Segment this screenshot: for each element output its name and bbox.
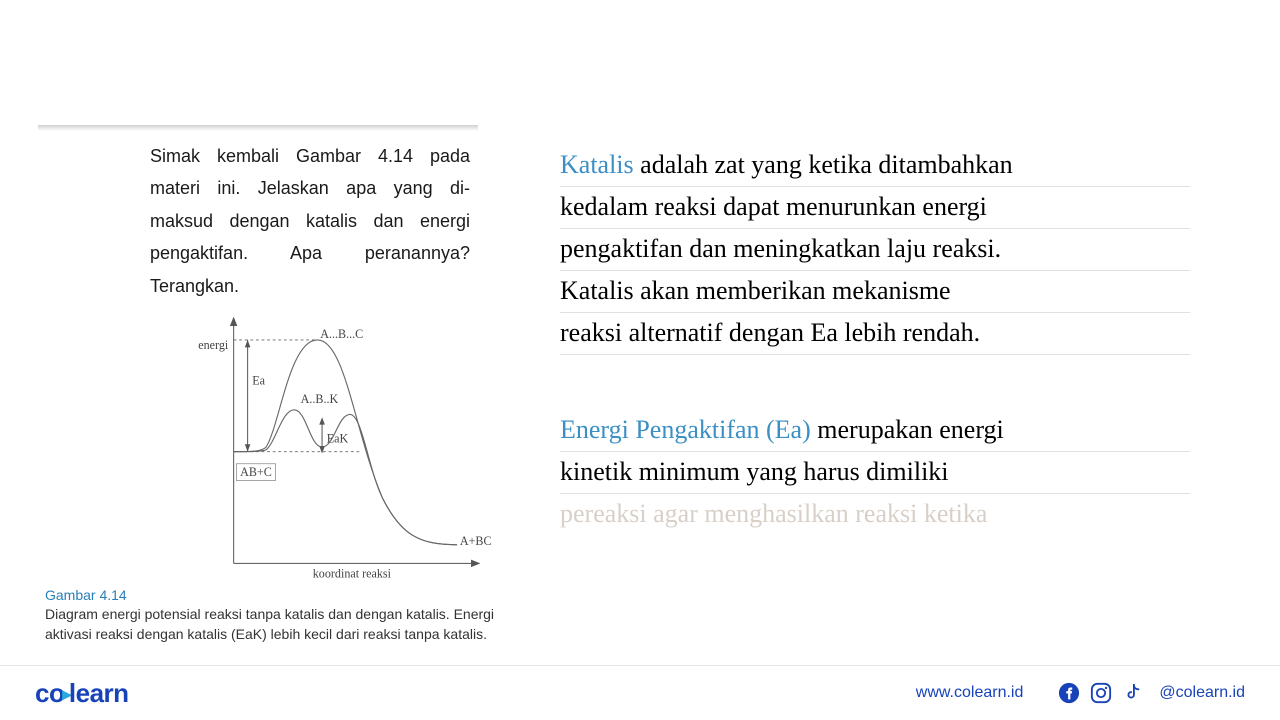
tiktok-icon[interactable] [1122, 682, 1144, 704]
svg-text:Ea: Ea [252, 374, 265, 388]
svg-text:AB+C: AB+C [240, 465, 272, 479]
answer-column: Katalis adalah zat yang ketika ditambahk… [500, 140, 1220, 650]
svg-text:koordinat reaksi: koordinat reaksi [313, 566, 392, 580]
highlight-term: Energi Pengaktifan (Ea) [560, 415, 811, 444]
content-area: Simak kembali Gambar 4.14 pada materi in… [0, 140, 1280, 650]
answer-line: Katalis akan memberikan mekanisme [560, 271, 1190, 313]
footer: co▸learn www.colearn.id @colearn.id [0, 665, 1280, 720]
spacer [560, 355, 1190, 410]
website-link[interactable]: www.colearn.id [916, 684, 1024, 702]
figure-caption: Gambar 4.14 Diagram energi potensial rea… [45, 587, 515, 644]
highlight-term: Katalis [560, 150, 634, 179]
answer-line: Energi Pengaktifan (Ea) merupakan energi [560, 410, 1190, 452]
svg-text:energi: energi [198, 338, 229, 352]
problem-text: Simak kembali Gambar 4.14 pada materi in… [150, 140, 470, 302]
caption-text: Diagram energi potensial reaksi tanpa ka… [45, 605, 515, 644]
answer-line-faded: pereaksi agar menghasilkan reaksi ketika [560, 494, 1190, 535]
left-column: Simak kembali Gambar 4.14 pada materi in… [0, 140, 500, 650]
social-icons: @colearn.id [1058, 682, 1245, 704]
caption-title: Gambar 4.14 [45, 587, 515, 603]
answer-line: Katalis adalah zat yang ketika ditambahk… [560, 145, 1190, 187]
answer-line: pengaktifan dan meningkatkan laju reaksi… [560, 229, 1190, 271]
scan-shadow [38, 125, 478, 131]
svg-text:A+BC: A+BC [460, 534, 492, 548]
answer-line: kedalam reaksi dapat menurunkan energi [560, 187, 1190, 229]
answer-line: reaksi alternatif dengan Ea lebih rendah… [560, 313, 1190, 355]
brand-logo: co▸learn [35, 678, 129, 709]
instagram-icon[interactable] [1090, 682, 1112, 704]
energy-diagram: energi koordinat reaksi A...B...C Ea A..… [185, 312, 515, 582]
svg-text:EaK: EaK [327, 431, 349, 445]
svg-text:A...B...C: A...B...C [320, 327, 363, 341]
social-handle[interactable]: @colearn.id [1159, 684, 1245, 702]
facebook-icon[interactable] [1058, 682, 1080, 704]
svg-text:A..B..K: A..B..K [301, 392, 339, 406]
answer-line: kinetik minimum yang harus dimiliki [560, 452, 1190, 494]
